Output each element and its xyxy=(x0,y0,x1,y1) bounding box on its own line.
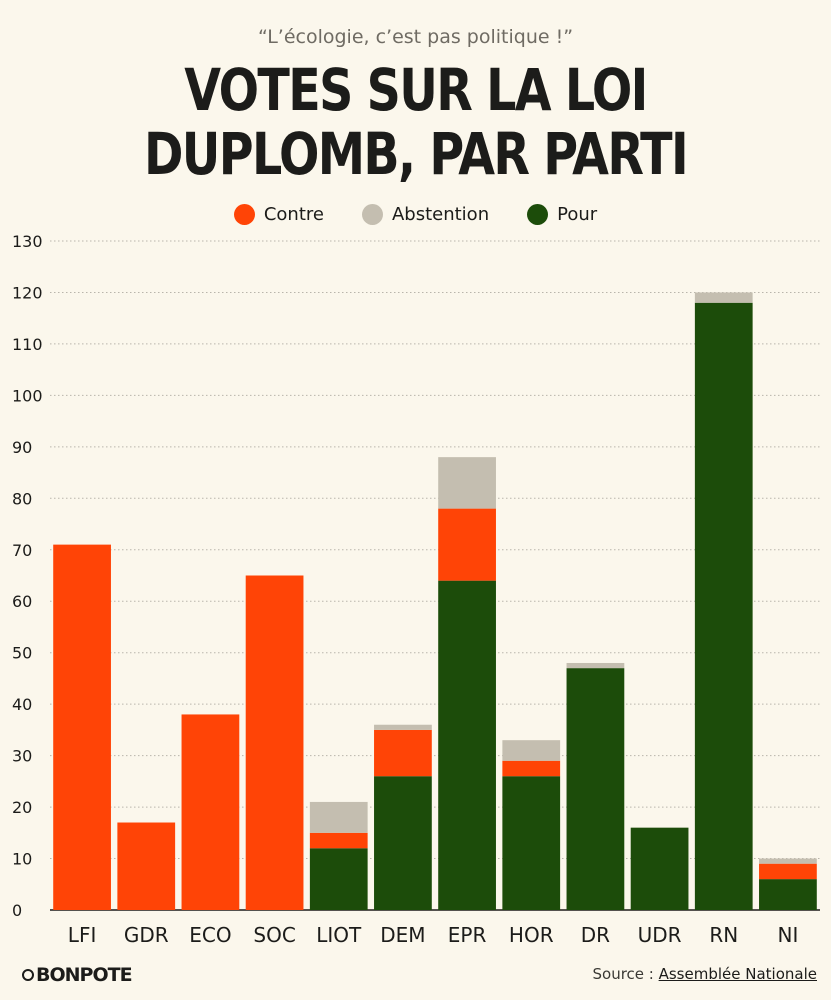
chart-title-line-1: VOTES SUR LA LOI xyxy=(184,56,648,124)
legend-label-abstention: Abstention xyxy=(391,204,490,225)
source-link[interactable]: Assemblée Nationale xyxy=(658,965,817,983)
y-tick-label-20: 20 xyxy=(12,798,32,817)
x-tick-label-lfi: LFI xyxy=(68,923,97,947)
bar-dem-pour xyxy=(374,776,432,910)
bar-ni-abstention xyxy=(759,858,817,864)
bar-eco-contre xyxy=(181,714,240,910)
bar-gdr-contre xyxy=(117,822,176,910)
chart-title: VOTES SUR LA LOI DUPLOMB, PAR PARTI xyxy=(75,58,756,186)
legend-swatch-contre xyxy=(233,204,255,225)
chart-title-line-2: DUPLOMB, PAR PARTI xyxy=(143,120,689,188)
y-tick-label-130: 130 xyxy=(12,232,43,251)
y-tick-label-100: 100 xyxy=(12,386,43,405)
bar-rn-abstention xyxy=(694,292,753,303)
x-tick-label-liot: LIOT xyxy=(316,923,362,947)
bar-dr-pour xyxy=(566,668,625,910)
bonpote-logo: BONPOTE xyxy=(22,964,133,986)
bar-rn-pour xyxy=(694,302,753,910)
bar-ni-pour xyxy=(759,879,817,910)
x-tick-label-ni: NI xyxy=(777,923,798,947)
y-tick-label-90: 90 xyxy=(12,438,32,457)
y-tick-label-40: 40 xyxy=(12,695,32,714)
x-tick-label-soc: SOC xyxy=(253,923,295,947)
x-tick-label-dem: DEM xyxy=(380,923,425,947)
source-credit: Source : Assemblée Nationale xyxy=(593,965,818,983)
bar-dem-abstention xyxy=(374,724,432,730)
y-tick-label-60: 60 xyxy=(12,592,32,611)
y-tick-label-10: 10 xyxy=(12,850,32,869)
bar-epr-contre xyxy=(438,508,496,581)
bar-epr-pour xyxy=(438,580,496,910)
bar-epr-abstention xyxy=(438,457,496,509)
bar-dem-contre xyxy=(374,729,432,777)
bonpote-logo-text: BONPOTE xyxy=(36,964,133,986)
x-tick-label-epr: EPR xyxy=(448,923,487,947)
bar-lfi-contre xyxy=(53,544,111,910)
x-tick-label-eco: ECO xyxy=(189,923,231,947)
legend-swatch-abstention xyxy=(361,204,383,225)
y-tick-label-50: 50 xyxy=(12,644,32,663)
legend-label-contre: Contre xyxy=(263,204,324,225)
x-tick-label-udr: UDR xyxy=(638,923,682,947)
bar-soc-contre xyxy=(245,575,304,910)
legend-item-abstention: Abstention xyxy=(361,204,490,225)
legend-swatch-pour xyxy=(527,204,549,225)
bar-hor-contre xyxy=(502,760,561,777)
bonpote-logo-icon xyxy=(22,969,34,981)
bar-dr-abstention xyxy=(566,662,625,669)
y-tick-label-0: 0 xyxy=(12,901,22,920)
bar-udr-pour xyxy=(630,827,689,910)
y-tick-label-30: 30 xyxy=(12,747,32,766)
x-tick-label-gdr: GDR xyxy=(124,923,169,947)
legend-item-contre: Contre xyxy=(233,204,324,225)
chart-legend: Contre Abstention Pour xyxy=(0,204,831,225)
bar-liot-pour xyxy=(309,848,368,910)
bar-hor-abstention xyxy=(502,740,561,761)
y-tick-label-80: 80 xyxy=(12,489,32,508)
x-tick-label-dr: DR xyxy=(581,923,610,947)
x-tick-label-rn: RN xyxy=(709,923,738,947)
y-tick-label-120: 120 xyxy=(12,283,43,302)
chart-subtitle: “L’écologie, c’est pas politique !” xyxy=(257,26,574,48)
bar-liot-contre xyxy=(309,832,368,849)
y-tick-label-110: 110 xyxy=(12,335,43,354)
legend-label-pour: Pour xyxy=(557,204,598,225)
x-tick-label-hor: HOR xyxy=(509,923,554,947)
legend-item-pour: Pour xyxy=(527,204,597,225)
bar-liot-abstention xyxy=(309,801,368,833)
bar-hor-pour xyxy=(502,776,561,910)
bar-ni-contre xyxy=(759,863,817,880)
source-prefix: Source : xyxy=(592,965,659,983)
y-tick-label-70: 70 xyxy=(12,541,32,560)
